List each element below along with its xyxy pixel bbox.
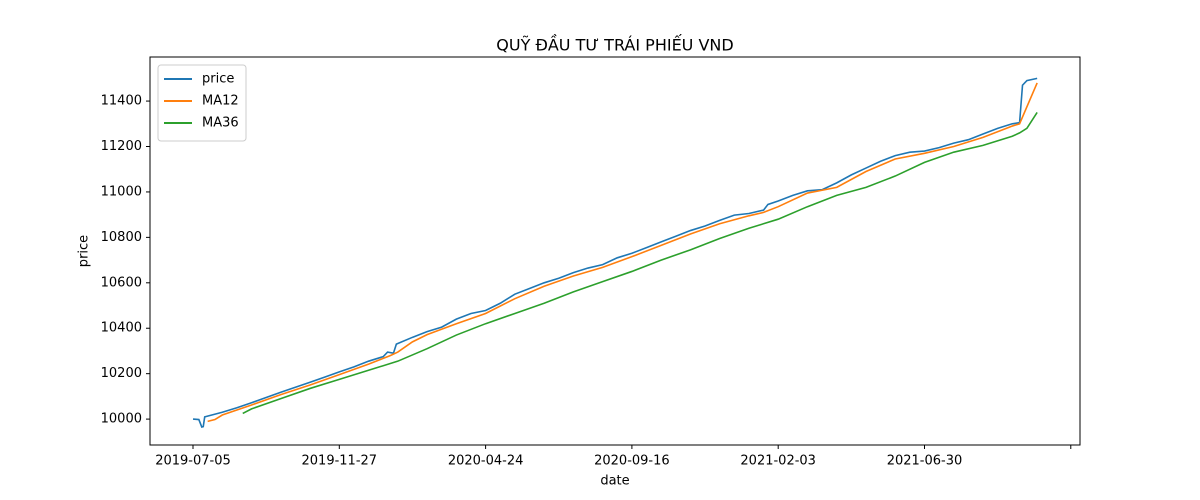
y-tick-label: 11400 [101,94,142,109]
plot-frame [149,56,1081,446]
x-axis-label: date [600,474,629,489]
series-line [242,111,1038,415]
y-tick-label: 10000 [101,412,142,427]
x-tick-label: 2020-09-16 [594,454,670,469]
x-tick-label: 2019-11-27 [302,454,378,469]
y-tick-label: 11000 [101,184,142,199]
series-line [192,77,1038,429]
legend-label: price [202,72,234,87]
x-tick-label: 2019-07-05 [155,454,231,469]
y-tick-label: 10400 [101,321,142,336]
chart-title: QUỸ ĐẦU TƯ TRÁI PHIẾU VND [496,34,733,55]
y-tick-label: 10800 [101,230,142,245]
y-tick-label: 10600 [101,275,142,290]
y-tick-label: 11200 [101,139,142,154]
y-axis-label: price [77,235,92,267]
x-tick-label: 2020-04-24 [448,454,524,469]
y-tick-label: 10200 [101,366,142,381]
x-tick-label: 2021-02-03 [740,454,816,469]
legend-label: MA12 [202,94,239,109]
x-tick-label: 2021-06-30 [887,454,963,469]
legend-label: MA36 [202,116,239,131]
series-line [207,82,1038,423]
